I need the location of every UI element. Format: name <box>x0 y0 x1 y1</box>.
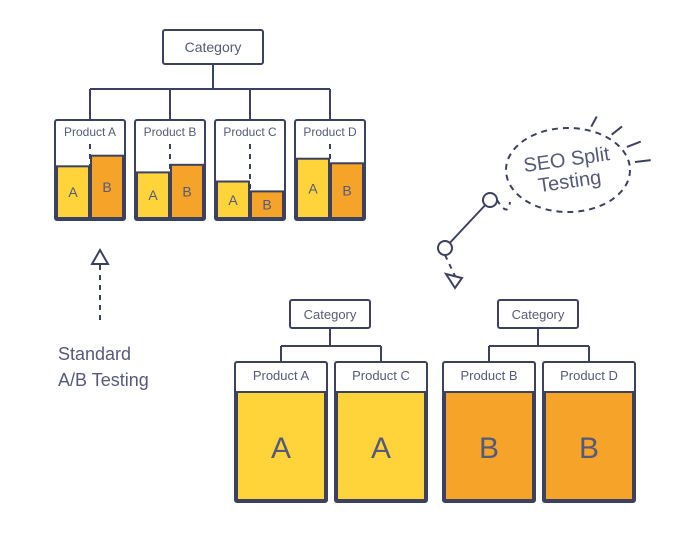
variant-label-a: A <box>148 187 158 203</box>
seo-product-card: Product A A <box>235 362 327 502</box>
product-label: Product D <box>560 368 618 383</box>
variant-letter: B <box>579 432 599 465</box>
product-card: Product C A B <box>215 89 285 220</box>
product-label: Product D <box>303 125 357 139</box>
product-label: Product B <box>144 125 197 139</box>
seo-product-card: Product D B <box>543 362 635 502</box>
product-label: Product C <box>352 368 410 383</box>
variant-label-b: B <box>262 197 271 213</box>
category-label: Category <box>304 307 357 322</box>
badge-connector <box>497 200 510 210</box>
variant-label-a: A <box>308 180 318 196</box>
product-card: Product A A B <box>55 89 125 220</box>
seo-category: Category <box>489 300 589 362</box>
sunburst-ray <box>635 160 651 162</box>
split-node-icon <box>438 241 452 255</box>
variant-label-a: A <box>228 192 238 208</box>
seo-product-card: Product B B <box>443 362 535 502</box>
variant-label-b: B <box>182 183 191 199</box>
standard-ab-tree: Category Product A A B Product B A B Product C A… <box>55 30 365 390</box>
seo-category: Category <box>281 300 381 362</box>
variant-label-b: B <box>102 179 111 195</box>
arrowhead-icon <box>92 250 108 264</box>
product-label: Product C <box>223 125 277 139</box>
category-label: Category <box>185 39 242 55</box>
product-card: Product D A B <box>295 89 365 220</box>
variant-letter: B <box>479 432 499 465</box>
product-label: Product B <box>460 368 517 383</box>
sunburst-ray <box>627 142 641 147</box>
standard-caption: Standard <box>58 344 131 364</box>
seo-product-card: Product C A <box>335 362 427 502</box>
seo-caption: SEO SplitTesting <box>522 143 614 199</box>
split-node-icon <box>483 193 497 207</box>
sunburst-ray <box>612 126 622 134</box>
category-label: Category <box>512 307 565 322</box>
variant-letter: A <box>271 432 291 465</box>
standard-caption: A/B Testing <box>58 370 149 390</box>
product-card: Product B A B <box>135 89 205 220</box>
variant-letter: A <box>371 432 391 465</box>
variant-label-b: B <box>342 183 351 199</box>
product-label: Product A <box>253 368 310 383</box>
product-label: Product A <box>64 125 116 139</box>
diagram-canvas: Category Product A A B Product B A B Product C A… <box>0 0 690 534</box>
sunburst-ray <box>591 117 596 127</box>
arrowhead-icon <box>446 274 462 288</box>
variant-label-a: A <box>68 184 78 200</box>
